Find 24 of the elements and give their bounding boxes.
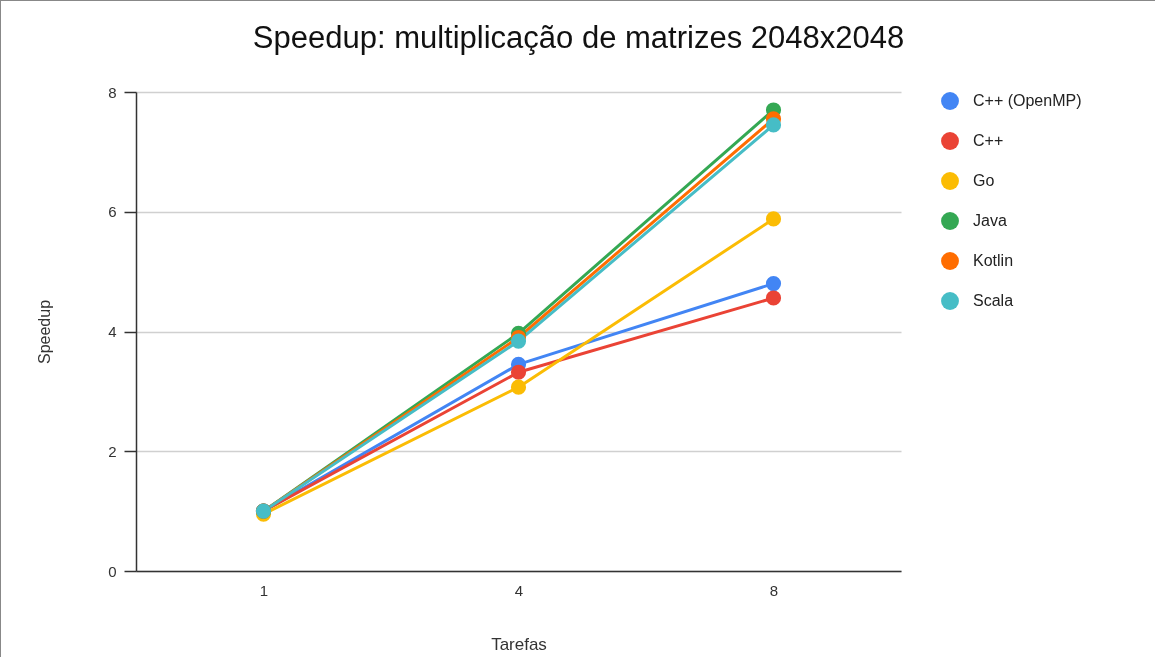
y-tick-label: 2 <box>108 442 117 460</box>
legend-label: Kotlin <box>973 252 1014 269</box>
legend-label: Go <box>973 172 995 189</box>
x-tick-label: 4 <box>514 581 524 599</box>
point <box>765 290 782 306</box>
point <box>765 117 782 133</box>
y-tick-label: 4 <box>108 323 117 340</box>
point <box>510 333 527 349</box>
y-tick-label: 8 <box>108 83 117 101</box>
point <box>765 211 782 227</box>
point <box>510 364 527 380</box>
chart-title: Speedup: multiplicação de matrizes 2048x2048 <box>252 20 905 55</box>
legend-label: C++ (OpenMP) <box>973 92 1082 109</box>
legend-label: C++ <box>973 132 1004 149</box>
x-tick-label: 8 <box>769 581 779 599</box>
legend-label: Java <box>973 212 1007 229</box>
x-axis-title: Tarefas <box>491 634 547 654</box>
y-axis-title: Speedup <box>36 299 54 365</box>
y-tick-label: 6 <box>108 203 117 221</box>
x-tick-label: 1 <box>259 581 269 599</box>
legend-label: Scala <box>973 292 1014 309</box>
y-tick-label: 0 <box>108 562 117 580</box>
point <box>510 379 527 395</box>
point <box>765 276 782 292</box>
